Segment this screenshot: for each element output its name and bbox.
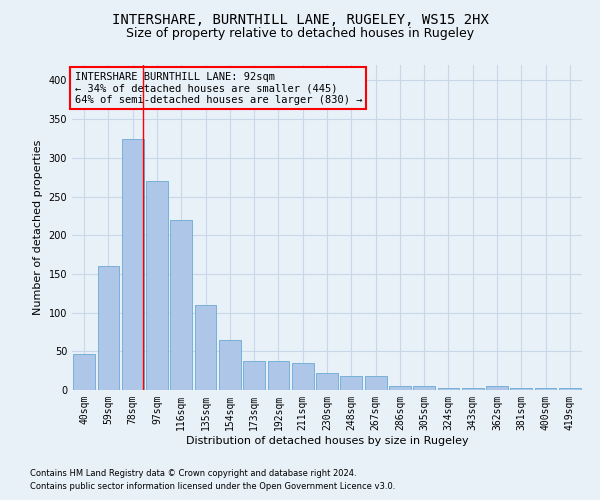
Bar <box>194 305 217 390</box>
Bar <box>73 354 95 390</box>
Bar <box>340 376 362 390</box>
Bar <box>486 386 508 390</box>
Bar <box>535 388 556 390</box>
Bar <box>462 388 484 390</box>
Text: Size of property relative to detached houses in Rugeley: Size of property relative to detached ho… <box>126 28 474 40</box>
Bar <box>97 266 119 390</box>
Bar <box>170 220 192 390</box>
Bar <box>122 138 143 390</box>
Bar <box>511 388 532 390</box>
Bar <box>316 373 338 390</box>
Text: Contains HM Land Registry data © Crown copyright and database right 2024.: Contains HM Land Registry data © Crown c… <box>30 468 356 477</box>
X-axis label: Distribution of detached houses by size in Rugeley: Distribution of detached houses by size … <box>185 436 469 446</box>
Bar <box>437 388 460 390</box>
Text: INTERSHARE, BURNTHILL LANE, RUGELEY, WS15 2HX: INTERSHARE, BURNTHILL LANE, RUGELEY, WS1… <box>112 12 488 26</box>
Bar <box>219 340 241 390</box>
Bar <box>243 360 265 390</box>
Bar <box>268 360 289 390</box>
Y-axis label: Number of detached properties: Number of detached properties <box>33 140 43 315</box>
Bar <box>389 386 411 390</box>
Bar <box>365 376 386 390</box>
Bar <box>559 388 581 390</box>
Text: INTERSHARE BURNTHILL LANE: 92sqm
← 34% of detached houses are smaller (445)
64% : INTERSHARE BURNTHILL LANE: 92sqm ← 34% o… <box>74 72 362 104</box>
Text: Contains public sector information licensed under the Open Government Licence v3: Contains public sector information licen… <box>30 482 395 491</box>
Bar <box>413 386 435 390</box>
Bar <box>292 363 314 390</box>
Bar <box>146 181 168 390</box>
